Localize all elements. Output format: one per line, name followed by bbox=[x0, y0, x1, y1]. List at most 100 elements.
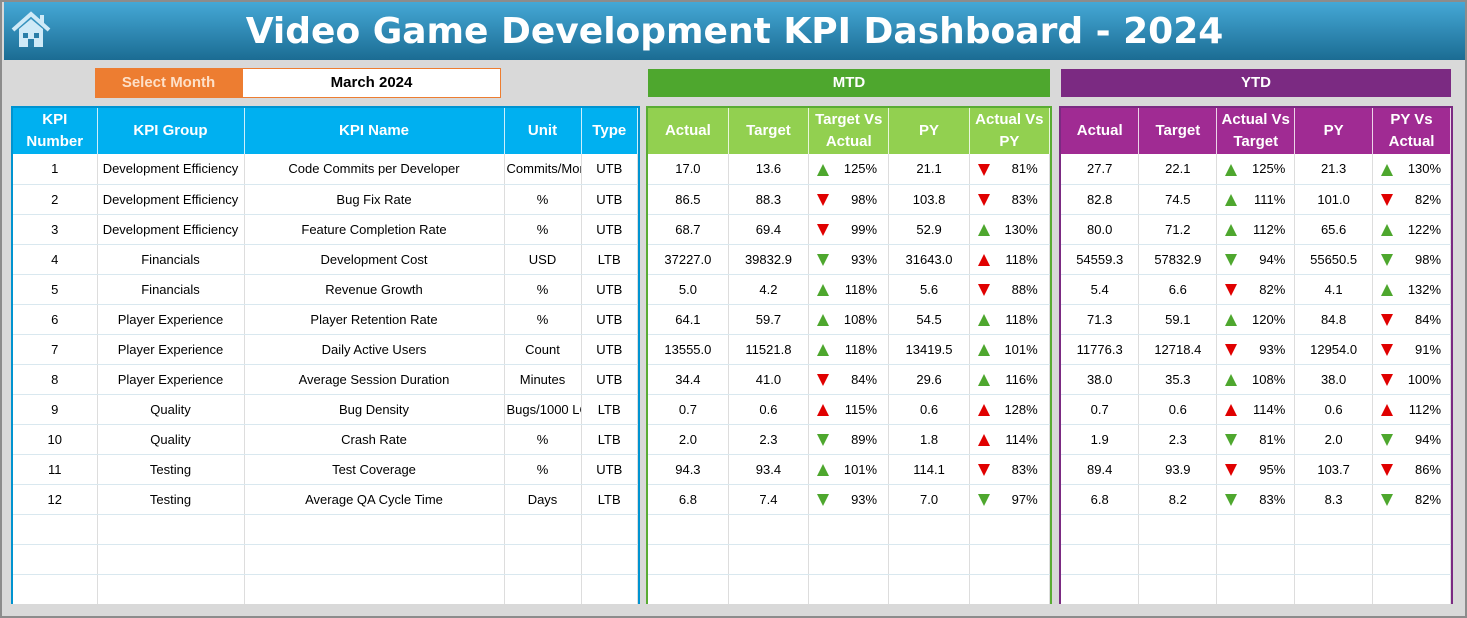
mtd-cell: 64.1 bbox=[648, 304, 729, 335]
variance-percent: 82% bbox=[1415, 191, 1442, 207]
ytd-cell: 93.9 bbox=[1138, 454, 1218, 485]
triangle-up-icon bbox=[977, 374, 990, 387]
ytd-cell bbox=[1138, 574, 1218, 604]
ytd-cell: 82.8 bbox=[1061, 184, 1140, 215]
triangle-up-icon bbox=[977, 404, 990, 417]
table-row: 2.0 2.3 89% 1.8 114% bbox=[648, 424, 1050, 455]
triangle-down-icon bbox=[1381, 344, 1394, 357]
mtd-cell bbox=[728, 514, 810, 545]
variance-percent: 83% bbox=[1259, 491, 1286, 507]
kpis-cell: 1 bbox=[13, 154, 98, 185]
ytd-cell: 71.2 bbox=[1138, 214, 1218, 245]
mtd-cell: 21.1 bbox=[888, 154, 970, 185]
table-row: 12 Testing Average QA Cycle Time Days LTB bbox=[13, 484, 638, 515]
mtd-variance-cell: 130% bbox=[969, 214, 1050, 245]
mtd-header: PY bbox=[888, 108, 970, 154]
table-row: 6 Player Experience Player Retention Rate%… bbox=[13, 304, 638, 335]
kpis-cell: Feature Completion Rate bbox=[244, 214, 505, 245]
ytd-header: PY Vs Actual bbox=[1372, 108, 1451, 154]
month-select[interactable]: March 2024 bbox=[242, 68, 501, 98]
kpis-cell: Testing bbox=[97, 484, 245, 515]
table-row: 6.8 8.2 83% 8.3 82% bbox=[1061, 484, 1451, 515]
kpis-cell bbox=[13, 544, 98, 575]
kpis-cell: USD bbox=[504, 244, 582, 275]
kpis-cell: Player Retention Rate bbox=[244, 304, 505, 335]
table-row bbox=[13, 514, 638, 545]
ytd-variance-cell: 91% bbox=[1372, 334, 1451, 365]
variance-percent: 95% bbox=[1259, 461, 1286, 477]
triangle-down-icon bbox=[1381, 494, 1394, 507]
select-month-label: Select Month bbox=[95, 68, 242, 98]
mtd-cell: 68.7 bbox=[648, 214, 729, 245]
table-row: 17.0 13.6 125% 21.1 81% bbox=[648, 154, 1050, 185]
table-row: 54559.3 57832.9 94% 55650.5 98% bbox=[1061, 244, 1451, 275]
kpis-cell: UTB bbox=[581, 364, 638, 395]
mtd-banner: MTD bbox=[648, 69, 1050, 97]
table-row: 13555.0 11521.8 118% 13419.5 101% bbox=[648, 334, 1050, 365]
ytd-header: Actual Vs Target bbox=[1216, 108, 1296, 154]
triangle-up-icon bbox=[977, 344, 990, 357]
ytd-variance-cell: 98% bbox=[1372, 244, 1451, 275]
ytd-cell bbox=[1216, 544, 1296, 575]
ytd-cell: 22.1 bbox=[1138, 154, 1218, 185]
triangle-down-icon bbox=[977, 163, 990, 176]
mtd-cell bbox=[648, 544, 729, 575]
ytd-variance-cell: 132% bbox=[1372, 274, 1451, 305]
table-row: 6.8 7.4 93% 7.0 97% bbox=[648, 484, 1050, 515]
table-row bbox=[648, 514, 1050, 545]
triangle-up-icon bbox=[817, 404, 830, 417]
mtd-cell: 13555.0 bbox=[648, 334, 729, 365]
table-row: 27.7 22.1 125% 21.3 130% bbox=[1061, 154, 1451, 185]
mtd-variance-cell: 98% bbox=[808, 184, 890, 215]
table-row: 4 Financials Development Cost USD LTB bbox=[13, 244, 638, 275]
kpis-cell: Bugs/1000 LOC bbox=[504, 394, 582, 425]
variance-percent: 130% bbox=[1407, 161, 1442, 177]
variance-percent: 83% bbox=[1011, 191, 1038, 207]
mtd-cell bbox=[888, 574, 970, 604]
mtd-cell: 93.4 bbox=[728, 454, 810, 485]
variance-percent: 114% bbox=[1252, 401, 1286, 417]
table-row bbox=[648, 574, 1050, 604]
ytd-cell: 38.0 bbox=[1294, 364, 1374, 395]
mtd-cell: 0.6 bbox=[728, 394, 810, 425]
triangle-down-icon bbox=[1225, 284, 1238, 297]
table-row: 11776.3 12718.4 93% 12954.0 91% bbox=[1061, 334, 1451, 365]
mtd-variance-cell: 118% bbox=[969, 244, 1050, 275]
table-row: 37227.0 39832.9 93% 31643.0 118% bbox=[648, 244, 1050, 275]
table-row bbox=[1061, 574, 1451, 604]
triangle-up-icon bbox=[1225, 194, 1238, 207]
mtd-cell: 114.1 bbox=[888, 454, 970, 485]
ytd-variance-cell: 130% bbox=[1372, 154, 1451, 185]
kpis-cell: UTB bbox=[581, 154, 638, 185]
kpis-cell: 5 bbox=[13, 274, 98, 305]
triangle-down-icon bbox=[1225, 344, 1238, 357]
triangle-up-icon bbox=[977, 254, 990, 267]
kpis-cell bbox=[244, 574, 505, 604]
triangle-down-icon bbox=[817, 254, 830, 267]
home-icon[interactable] bbox=[10, 10, 52, 50]
mtd-cell: 31643.0 bbox=[888, 244, 970, 275]
table-row: 71.3 59.1 120% 84.8 84% bbox=[1061, 304, 1451, 335]
kpis-cell: Code Commits per Developer bbox=[244, 154, 505, 185]
variance-percent: 125% bbox=[1252, 161, 1286, 177]
variance-percent: 93% bbox=[1259, 341, 1286, 357]
kpis-cell: 8 bbox=[13, 364, 98, 395]
ytd-variance-cell: 122% bbox=[1372, 214, 1451, 245]
ytd-cell: 12718.4 bbox=[1138, 334, 1218, 365]
kpis-cell: 9 bbox=[13, 394, 98, 425]
ytd-variance-cell: 108% bbox=[1216, 364, 1296, 395]
kpis-cell: LTB bbox=[581, 394, 638, 425]
mtd-cell: 7.4 bbox=[728, 484, 810, 515]
variance-percent: 108% bbox=[843, 311, 878, 327]
table-row: 82.8 74.5 111% 101.0 82% bbox=[1061, 184, 1451, 215]
ytd-cell bbox=[1372, 574, 1451, 604]
mtd-cell: 88.3 bbox=[728, 184, 810, 215]
triangle-down-icon bbox=[817, 194, 830, 207]
variance-percent: 118% bbox=[1005, 251, 1038, 267]
kpis-cell: 10 bbox=[13, 424, 98, 455]
ytd-variance-cell: 95% bbox=[1216, 454, 1296, 485]
kpis-cell: Minutes bbox=[504, 364, 582, 395]
kpis-cell: Player Experience bbox=[97, 334, 245, 365]
kpis-cell: Daily Active Users bbox=[244, 334, 505, 365]
triangle-down-icon bbox=[1381, 464, 1394, 477]
